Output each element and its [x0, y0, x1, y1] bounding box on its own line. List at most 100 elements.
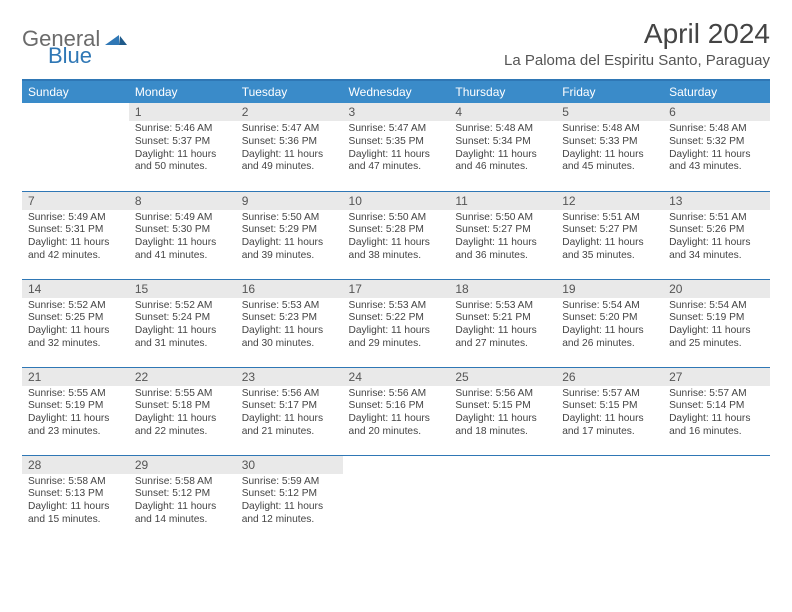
day-number: 8 [129, 192, 236, 210]
calendar-cell: 16Sunrise: 5:53 AMSunset: 5:23 PMDayligh… [236, 279, 343, 367]
day-details: Sunrise: 5:57 AMSunset: 5:14 PMDaylight:… [663, 386, 770, 443]
day-details: Sunrise: 5:48 AMSunset: 5:34 PMDaylight:… [449, 121, 556, 178]
day-number: 27 [663, 368, 770, 386]
calendar-cell: 13Sunrise: 5:51 AMSunset: 5:26 PMDayligh… [663, 191, 770, 279]
day-number: 5 [556, 103, 663, 121]
day-number: 18 [449, 280, 556, 298]
calendar-cell [663, 455, 770, 543]
day-details: Sunrise: 5:47 AMSunset: 5:35 PMDaylight:… [343, 121, 450, 178]
day-number: 4 [449, 103, 556, 121]
calendar-cell: 14Sunrise: 5:52 AMSunset: 5:25 PMDayligh… [22, 279, 129, 367]
title-block: April 2024 La Paloma del Espiritu Santo,… [504, 18, 770, 69]
calendar-cell: 5Sunrise: 5:48 AMSunset: 5:33 PMDaylight… [556, 103, 663, 191]
day-details: Sunrise: 5:49 AMSunset: 5:30 PMDaylight:… [129, 210, 236, 267]
calendar-cell: 8Sunrise: 5:49 AMSunset: 5:30 PMDaylight… [129, 191, 236, 279]
day-number: 12 [556, 192, 663, 210]
day-number: 2 [236, 103, 343, 121]
day-details: Sunrise: 5:51 AMSunset: 5:26 PMDaylight:… [663, 210, 770, 267]
day-details: Sunrise: 5:50 AMSunset: 5:28 PMDaylight:… [343, 210, 450, 267]
day-details: Sunrise: 5:48 AMSunset: 5:32 PMDaylight:… [663, 121, 770, 178]
day-details: Sunrise: 5:58 AMSunset: 5:12 PMDaylight:… [129, 474, 236, 531]
dow-header: Wednesday [343, 81, 450, 103]
calendar-cell [22, 103, 129, 191]
calendar-cell: 19Sunrise: 5:54 AMSunset: 5:20 PMDayligh… [556, 279, 663, 367]
calendar-cell: 17Sunrise: 5:53 AMSunset: 5:22 PMDayligh… [343, 279, 450, 367]
day-number: 26 [556, 368, 663, 386]
day-details: Sunrise: 5:53 AMSunset: 5:21 PMDaylight:… [449, 298, 556, 355]
day-number: 10 [343, 192, 450, 210]
day-number: 19 [556, 280, 663, 298]
day-details: Sunrise: 5:57 AMSunset: 5:15 PMDaylight:… [556, 386, 663, 443]
calendar-cell: 6Sunrise: 5:48 AMSunset: 5:32 PMDaylight… [663, 103, 770, 191]
day-details: Sunrise: 5:59 AMSunset: 5:12 PMDaylight:… [236, 474, 343, 531]
day-details: Sunrise: 5:48 AMSunset: 5:33 PMDaylight:… [556, 121, 663, 178]
dow-header: Friday [556, 81, 663, 103]
location-label: La Paloma del Espiritu Santo, Paraguay [504, 52, 770, 69]
day-number: 13 [663, 192, 770, 210]
calendar-table: SundayMondayTuesdayWednesdayThursdayFrid… [22, 81, 770, 543]
day-details: Sunrise: 5:53 AMSunset: 5:22 PMDaylight:… [343, 298, 450, 355]
dow-header: Saturday [663, 81, 770, 103]
brand-part2: Blue [48, 43, 92, 68]
day-number: 9 [236, 192, 343, 210]
day-number: 15 [129, 280, 236, 298]
day-number: 25 [449, 368, 556, 386]
calendar-cell [556, 455, 663, 543]
day-details: Sunrise: 5:55 AMSunset: 5:19 PMDaylight:… [22, 386, 129, 443]
calendar-cell: 11Sunrise: 5:50 AMSunset: 5:27 PMDayligh… [449, 191, 556, 279]
calendar-cell: 21Sunrise: 5:55 AMSunset: 5:19 PMDayligh… [22, 367, 129, 455]
day-number: 11 [449, 192, 556, 210]
calendar-cell: 27Sunrise: 5:57 AMSunset: 5:14 PMDayligh… [663, 367, 770, 455]
calendar-page: General April 2024 La Paloma del Espirit… [0, 0, 792, 553]
day-number: 1 [129, 103, 236, 121]
day-number: 16 [236, 280, 343, 298]
day-number: 3 [343, 103, 450, 121]
day-details: Sunrise: 5:54 AMSunset: 5:19 PMDaylight:… [663, 298, 770, 355]
calendar-cell: 20Sunrise: 5:54 AMSunset: 5:19 PMDayligh… [663, 279, 770, 367]
calendar-cell: 18Sunrise: 5:53 AMSunset: 5:21 PMDayligh… [449, 279, 556, 367]
day-details: Sunrise: 5:50 AMSunset: 5:27 PMDaylight:… [449, 210, 556, 267]
day-number: 21 [22, 368, 129, 386]
day-number: 6 [663, 103, 770, 121]
calendar-cell: 23Sunrise: 5:56 AMSunset: 5:17 PMDayligh… [236, 367, 343, 455]
calendar-cell: 15Sunrise: 5:52 AMSunset: 5:24 PMDayligh… [129, 279, 236, 367]
calendar-cell: 2Sunrise: 5:47 AMSunset: 5:36 PMDaylight… [236, 103, 343, 191]
day-number: 28 [22, 456, 129, 474]
day-number: 23 [236, 368, 343, 386]
day-number: 17 [343, 280, 450, 298]
calendar-cell [343, 455, 450, 543]
calendar-cell: 24Sunrise: 5:56 AMSunset: 5:16 PMDayligh… [343, 367, 450, 455]
calendar-cell [449, 455, 556, 543]
calendar-cell: 10Sunrise: 5:50 AMSunset: 5:28 PMDayligh… [343, 191, 450, 279]
calendar-cell: 1Sunrise: 5:46 AMSunset: 5:37 PMDaylight… [129, 103, 236, 191]
calendar-cell: 26Sunrise: 5:57 AMSunset: 5:15 PMDayligh… [556, 367, 663, 455]
month-title: April 2024 [504, 18, 770, 50]
day-details: Sunrise: 5:47 AMSunset: 5:36 PMDaylight:… [236, 121, 343, 178]
day-details: Sunrise: 5:56 AMSunset: 5:15 PMDaylight:… [449, 386, 556, 443]
calendar-body: 1Sunrise: 5:46 AMSunset: 5:37 PMDaylight… [22, 103, 770, 543]
day-number: 29 [129, 456, 236, 474]
calendar-cell: 7Sunrise: 5:49 AMSunset: 5:31 PMDaylight… [22, 191, 129, 279]
logo-arrow-icon [105, 29, 127, 50]
day-details: Sunrise: 5:56 AMSunset: 5:16 PMDaylight:… [343, 386, 450, 443]
day-details: Sunrise: 5:50 AMSunset: 5:29 PMDaylight:… [236, 210, 343, 267]
calendar-cell: 9Sunrise: 5:50 AMSunset: 5:29 PMDaylight… [236, 191, 343, 279]
calendar-cell: 22Sunrise: 5:55 AMSunset: 5:18 PMDayligh… [129, 367, 236, 455]
day-number: 14 [22, 280, 129, 298]
dow-header: Thursday [449, 81, 556, 103]
calendar-cell: 30Sunrise: 5:59 AMSunset: 5:12 PMDayligh… [236, 455, 343, 543]
day-number: 7 [22, 192, 129, 210]
dow-header: Monday [129, 81, 236, 103]
day-details: Sunrise: 5:58 AMSunset: 5:13 PMDaylight:… [22, 474, 129, 531]
calendar-cell: 29Sunrise: 5:58 AMSunset: 5:12 PMDayligh… [129, 455, 236, 543]
dow-header: Tuesday [236, 81, 343, 103]
day-details: Sunrise: 5:46 AMSunset: 5:37 PMDaylight:… [129, 121, 236, 178]
calendar-cell: 12Sunrise: 5:51 AMSunset: 5:27 PMDayligh… [556, 191, 663, 279]
day-number: 30 [236, 456, 343, 474]
dow-header: Sunday [22, 81, 129, 103]
day-number: 22 [129, 368, 236, 386]
calendar-cell: 28Sunrise: 5:58 AMSunset: 5:13 PMDayligh… [22, 455, 129, 543]
day-number: 24 [343, 368, 450, 386]
calendar-cell: 4Sunrise: 5:48 AMSunset: 5:34 PMDaylight… [449, 103, 556, 191]
calendar-cell: 25Sunrise: 5:56 AMSunset: 5:15 PMDayligh… [449, 367, 556, 455]
